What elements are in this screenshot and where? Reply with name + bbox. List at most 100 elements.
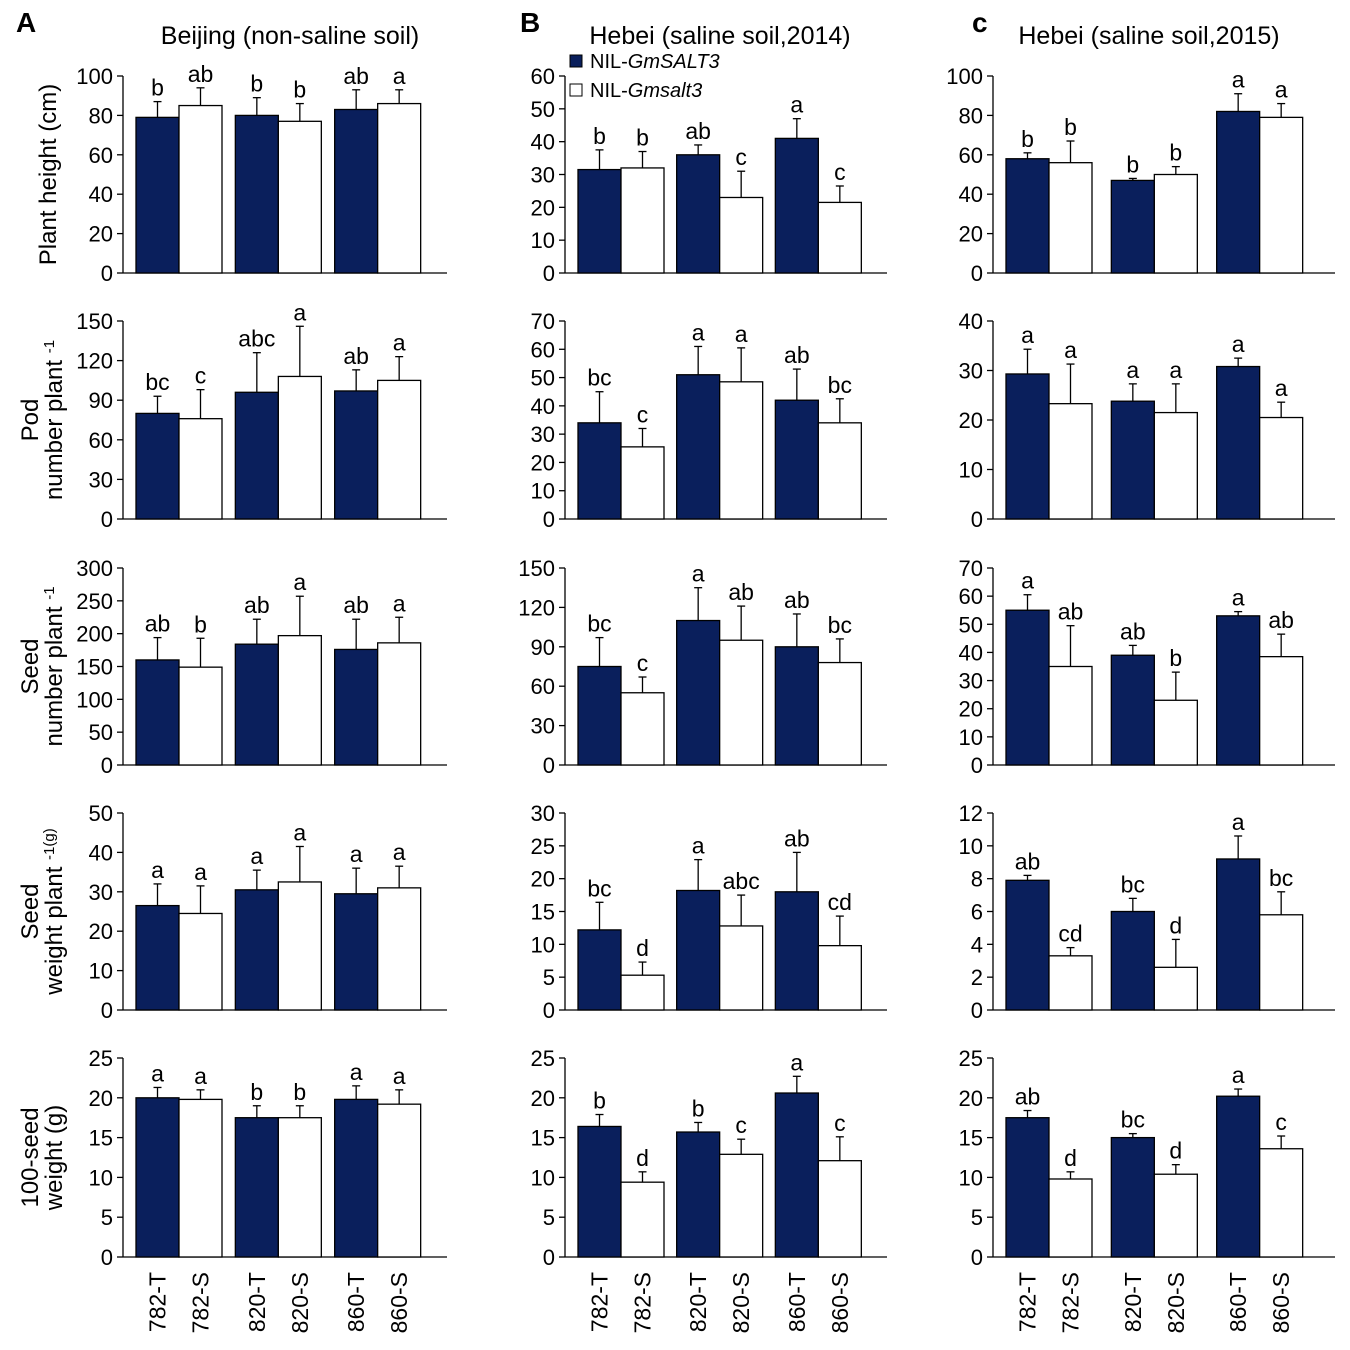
y-tick-label: 30 bbox=[89, 880, 113, 905]
bar-820-s bbox=[719, 381, 764, 520]
bar-782-s bbox=[1048, 1178, 1093, 1258]
category-label-782-t: 782-T bbox=[587, 1272, 613, 1332]
significance-label: abc bbox=[238, 326, 275, 352]
y-tick-label: 10 bbox=[89, 1165, 113, 1190]
significance-label: bc bbox=[828, 372, 852, 398]
bar-860-t bbox=[334, 893, 379, 1011]
significance-label: c bbox=[834, 159, 846, 185]
significance-label: a bbox=[393, 1063, 406, 1089]
significance-label: ab bbox=[244, 592, 270, 618]
significance-label: b bbox=[250, 71, 263, 97]
y-tick-label: 10 bbox=[959, 725, 983, 750]
bar-820-s bbox=[1153, 173, 1198, 274]
y-tick-label: 10 bbox=[531, 479, 555, 504]
significance-label: c bbox=[735, 144, 747, 170]
significance-label: bc bbox=[587, 365, 611, 391]
significance-label: a bbox=[1275, 375, 1288, 401]
bar-820-t bbox=[234, 391, 279, 520]
bar-860-s bbox=[817, 422, 862, 520]
significance-label: a bbox=[293, 569, 306, 595]
category-label-782-t: 782-T bbox=[1015, 1272, 1041, 1332]
bar-782-s bbox=[178, 418, 223, 520]
y-tick-label: 300 bbox=[76, 556, 113, 581]
bar-860-s bbox=[817, 1160, 862, 1258]
y-tick-label: 60 bbox=[531, 337, 555, 362]
significance-label: cd bbox=[1058, 921, 1082, 947]
significance-label: bc bbox=[587, 611, 611, 637]
y-tick-label: 0 bbox=[101, 998, 113, 1023]
significance-label: a bbox=[1232, 585, 1245, 611]
bar-820-s bbox=[1153, 411, 1198, 520]
significance-label: c bbox=[195, 363, 207, 389]
row-label-4-line-1: Seed bbox=[17, 883, 44, 939]
row-label-1-line-1: Plant height (cm) bbox=[35, 84, 62, 265]
bar-820-s bbox=[719, 639, 764, 766]
significance-label: a bbox=[393, 63, 406, 89]
bar-860-t bbox=[774, 1092, 819, 1258]
significance-label: a bbox=[692, 561, 705, 587]
significance-label: ab bbox=[685, 118, 711, 144]
bar-782-s bbox=[620, 692, 665, 766]
y-tick-label: 15 bbox=[531, 900, 555, 925]
significance-label: b bbox=[1021, 126, 1034, 152]
bar-820-t bbox=[1110, 179, 1155, 274]
y-tick-label: 70 bbox=[959, 556, 983, 581]
bar-860-t bbox=[1216, 615, 1261, 766]
significance-label: b bbox=[293, 77, 306, 103]
bar-820-t bbox=[1110, 1136, 1155, 1258]
y-tick-label: 4 bbox=[971, 932, 983, 957]
y-tick-label: 12 bbox=[959, 801, 983, 826]
y-tick-label: 0 bbox=[971, 753, 983, 778]
significance-label: ab bbox=[784, 342, 810, 368]
y-tick-label: 25 bbox=[89, 1046, 113, 1071]
y-tick-label: 20 bbox=[959, 222, 983, 247]
bar-820-t bbox=[676, 1131, 721, 1258]
y-tick-label: 0 bbox=[543, 753, 555, 778]
row-label-2-line-1: Pod bbox=[17, 399, 44, 442]
y-tick-label: 100 bbox=[946, 64, 983, 89]
bar-860-t bbox=[1216, 365, 1261, 520]
y-tick-label: 50 bbox=[531, 366, 555, 391]
y-tick-label: 5 bbox=[971, 1205, 983, 1230]
y-tick-label: 25 bbox=[531, 1046, 555, 1071]
significance-label: ab bbox=[1268, 607, 1294, 633]
bar-860-s bbox=[377, 379, 422, 520]
y-tick-label: 250 bbox=[76, 589, 113, 614]
y-tick-label: 150 bbox=[76, 655, 113, 680]
significance-label: a bbox=[790, 92, 803, 118]
bar-860-t bbox=[774, 137, 819, 274]
y-tick-label: 30 bbox=[531, 422, 555, 447]
y-tick-label: 40 bbox=[959, 640, 983, 665]
y-tick-label: 80 bbox=[959, 103, 983, 128]
bar-782-s bbox=[178, 912, 223, 1011]
significance-label: c bbox=[1275, 1109, 1287, 1135]
significance-label: d bbox=[1169, 912, 1182, 938]
y-tick-label: 150 bbox=[518, 556, 555, 581]
bar-782-s bbox=[178, 104, 223, 274]
y-tick-label: 0 bbox=[101, 507, 113, 532]
bar-860-t bbox=[334, 1098, 379, 1258]
bar-820-s bbox=[277, 120, 322, 274]
y-tick-label: 5 bbox=[543, 1205, 555, 1230]
bar-860-s bbox=[1259, 416, 1304, 520]
y-tick-label: 80 bbox=[89, 103, 113, 128]
category-label-820-t: 820-T bbox=[685, 1272, 711, 1332]
y-tick-label: 90 bbox=[531, 635, 555, 660]
significance-label: bc bbox=[1269, 865, 1293, 891]
significance-label: b bbox=[1169, 645, 1182, 671]
category-label-860-t: 860-T bbox=[1225, 1272, 1251, 1332]
y-tick-label: 20 bbox=[89, 1086, 113, 1111]
significance-label: a bbox=[1169, 357, 1182, 383]
panel-letter-c: c bbox=[972, 7, 988, 38]
significance-label: bc bbox=[1121, 1107, 1145, 1133]
legend-swatch-gmsalt3-upper bbox=[569, 54, 583, 68]
bar-860-s bbox=[1259, 914, 1304, 1011]
significance-label: ab bbox=[188, 61, 214, 87]
y-tick-label: 40 bbox=[89, 840, 113, 865]
significance-label: a bbox=[250, 843, 263, 869]
